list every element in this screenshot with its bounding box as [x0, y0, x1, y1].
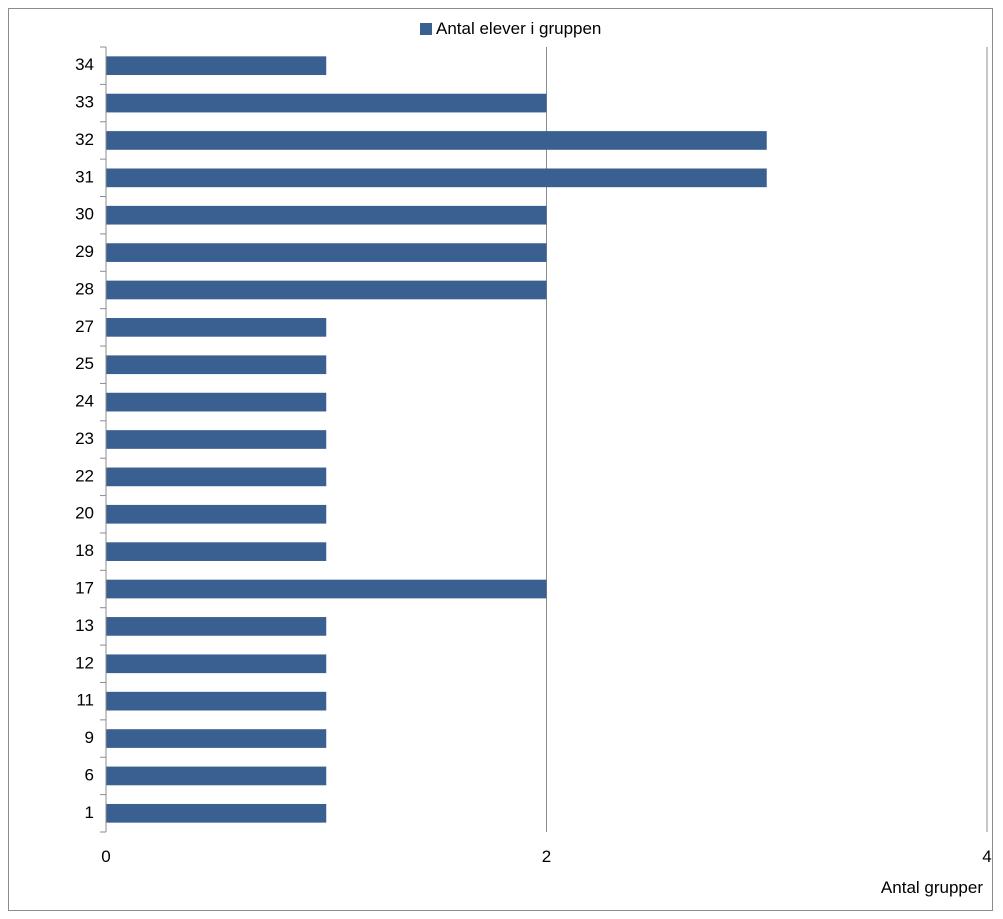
bar-27: [106, 318, 327, 337]
bar-32: [106, 131, 767, 150]
y-tick-label: 18: [75, 541, 94, 560]
legend-swatch: [420, 23, 432, 35]
bar-30: [106, 205, 547, 225]
y-tick-label: 1: [85, 803, 94, 822]
bar-29: [106, 243, 547, 262]
y-tick-label: 27: [75, 317, 94, 336]
bar-23: [106, 430, 327, 449]
bar-25: [106, 355, 327, 375]
y-tick-label: 17: [75, 579, 94, 598]
x-tick-label: 0: [101, 847, 110, 866]
y-tick-label: 23: [75, 429, 94, 448]
y-tick-label: 29: [75, 242, 94, 261]
y-tick-label: 30: [75, 205, 94, 224]
bar-33: [106, 93, 547, 113]
bar-28: [106, 280, 547, 300]
bar-22: [106, 467, 327, 487]
y-tick-label: 6: [85, 765, 94, 784]
bar-20: [106, 504, 327, 524]
bar-17: [106, 579, 547, 599]
y-tick-label: 24: [75, 392, 94, 411]
y-tick-label: 20: [75, 504, 94, 523]
bar-31: [106, 168, 767, 188]
y-tick-label: 9: [85, 728, 94, 747]
y-tick-label: 32: [75, 130, 94, 149]
bar-11: [106, 691, 327, 711]
bar-18: [106, 542, 327, 561]
y-tick-label: 28: [75, 279, 94, 298]
y-tick-label: 25: [75, 354, 94, 373]
y-tick-label: 12: [75, 653, 94, 672]
bar-34: [106, 56, 327, 76]
y-tick-label: 34: [75, 55, 94, 74]
bar-9: [106, 729, 327, 748]
bar-6: [106, 766, 327, 786]
bar-12: [106, 654, 327, 674]
legend: Antal elever i gruppen: [420, 18, 601, 40]
chart-frame: [8, 8, 993, 911]
x-axis-title: Antal grupper: [881, 878, 983, 897]
y-tick-label: 13: [75, 616, 94, 635]
y-tick-label: 22: [75, 466, 94, 485]
legend-label: Antal elever i gruppen: [436, 19, 602, 38]
y-tick-label: 11: [76, 691, 94, 710]
y-tick-label: 33: [75, 93, 94, 112]
x-tick-label: 4: [982, 847, 991, 866]
x-tick-label: 2: [542, 847, 551, 866]
bar-1: [106, 803, 327, 823]
bar-13: [106, 617, 327, 636]
y-tick-label: 31: [75, 167, 94, 186]
bar-24: [106, 392, 327, 412]
